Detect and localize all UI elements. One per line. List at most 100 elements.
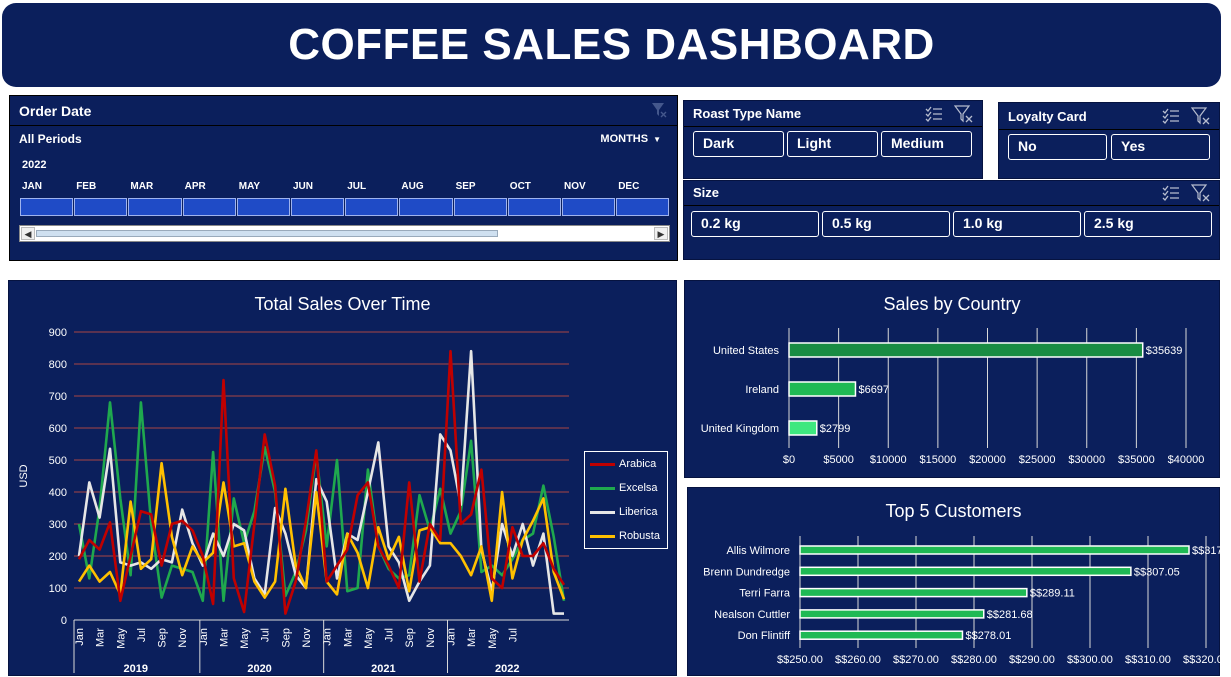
timeline-month-cell[interactable] [74, 198, 128, 216]
bar [799, 587, 1028, 598]
loyalty-slicer-title: Loyalty Card [1008, 109, 1087, 124]
y-tick-label: 800 [49, 359, 67, 371]
y-tick-label: 100 [49, 583, 67, 595]
timeline-month-cell[interactable] [182, 198, 236, 216]
bar [788, 381, 857, 397]
timeline-scrollbar[interactable]: ◀ ▶ [19, 225, 670, 242]
timeline-month-cell[interactable] [562, 198, 616, 216]
bar-value-label: $$278.01 [965, 630, 1011, 642]
clear-filter-icon[interactable] [651, 102, 667, 118]
x-tick-label: Mar [466, 628, 478, 647]
multi-select-icon[interactable] [1161, 107, 1181, 125]
category-label: Brenn Dundredge [703, 566, 790, 578]
multi-select-icon[interactable] [1161, 184, 1181, 202]
timeline-month-cell[interactable] [236, 198, 290, 216]
roast-item-medium[interactable]: Medium [881, 131, 972, 157]
legend-item: Excelsa [590, 482, 658, 494]
x-tick-label: $40000 [1168, 454, 1205, 466]
x-tick-label: $25000 [1019, 454, 1056, 466]
x-tick-label: $$260.00 [835, 654, 881, 666]
size-item-0-2kg[interactable]: 0.2 kg [691, 211, 819, 237]
bar [788, 420, 818, 436]
y-tick-label: 700 [49, 391, 67, 403]
x-tick-label: Jul [260, 628, 272, 642]
timeline-month-cell[interactable] [616, 198, 670, 216]
roast-type-slicer: Roast Type Name Dark Light Medium [683, 100, 983, 179]
timeline-month-label: JUN [293, 181, 314, 192]
x-tick-label: $$320.00 [1183, 654, 1221, 666]
y-tick-label: 200 [49, 551, 67, 563]
timeline-month-cell[interactable] [345, 198, 399, 216]
bar [799, 609, 985, 619]
clear-filter-icon[interactable] [954, 105, 974, 123]
x-tick-label: Nov [301, 628, 313, 648]
legend-label: Arabica [619, 458, 657, 470]
sales-over-time-chart: Total Sales Over Time 0 100 200 300 400 500 60… [8, 280, 677, 676]
y-axis-label: USD [18, 464, 30, 487]
legend-swatch [590, 462, 615, 466]
x-tick-label: $0 [783, 454, 795, 466]
x-tick-label: $5000 [823, 454, 854, 466]
scroll-left-icon[interactable]: ◀ [21, 227, 35, 240]
divider [999, 129, 1219, 130]
timeline-month-label: DEC [618, 181, 640, 192]
x-tick-label: Nov [177, 628, 189, 648]
x-tick-label: $$250.00 [777, 654, 823, 666]
x-tick-label: Jan [74, 628, 86, 646]
timeline-month-cell[interactable] [291, 198, 345, 216]
divider [684, 205, 1219, 206]
sales-by-country-chart: Sales by Country $0 $5000 $10000 $15000 $200… [684, 280, 1220, 478]
x-tick-label: $$270.00 [893, 654, 939, 666]
roast-item-light[interactable]: Light [787, 131, 878, 157]
timeline-month-label: AUG [401, 181, 424, 192]
x-tick-label: May [363, 628, 375, 649]
loyalty-item-yes[interactable]: Yes [1111, 134, 1210, 160]
x-tick-label: Sep [157, 628, 169, 648]
multi-select-icon[interactable] [924, 105, 944, 123]
y-tick-label: 500 [49, 455, 67, 467]
timeline-month-cell[interactable] [399, 198, 453, 216]
roast-item-dark[interactable]: Dark [693, 131, 784, 157]
category-label: Don Flintiff [738, 630, 791, 642]
size-item-1-0kg[interactable]: 1.0 kg [953, 211, 1081, 237]
timeline-month-label: OCT [509, 181, 531, 192]
timeline-month-label: APR [184, 181, 206, 192]
timeline-scroll-thumb[interactable] [36, 230, 498, 237]
bar [799, 545, 1190, 555]
bar-value-label: $$307.05 [1134, 566, 1180, 578]
size-slicer: Size 0.2 kg 0.5 kg 1.0 kg 2.5 kg [683, 180, 1220, 260]
divider [684, 126, 982, 127]
loyalty-item-no[interactable]: No [1008, 134, 1107, 160]
clear-filter-icon[interactable] [1191, 107, 1211, 125]
legend-swatch [590, 486, 615, 490]
size-item-2-5kg[interactable]: 2.5 kg [1084, 211, 1212, 237]
scroll-right-icon[interactable]: ▶ [654, 227, 668, 240]
size-item-0-5kg[interactable]: 0.5 kg [822, 211, 950, 237]
clear-filter-icon[interactable] [1191, 184, 1211, 202]
top-customers-chart: Top 5 Customers $$250.00 $$260.00 $$270.00… [687, 487, 1221, 676]
x-tick-label: $35000 [1118, 454, 1155, 466]
y-tick-label: 900 [49, 327, 67, 339]
bar [799, 566, 1132, 577]
x-tick-label: $30000 [1068, 454, 1105, 466]
loyalty-slicer-icons [1161, 107, 1211, 125]
timeline-level-dropdown[interactable]: MONTHS ▼ [600, 133, 661, 145]
legend-label: Excelsa [619, 482, 658, 494]
timeline-month-cell[interactable] [20, 198, 74, 216]
x-tick-label: $15000 [920, 454, 957, 466]
timeline-header: Order Date [10, 96, 677, 126]
timeline-month-cell[interactable] [507, 198, 561, 216]
timeline-periods-label: All Periods [19, 132, 82, 146]
dashboard-title-bar: COFFEE SALES DASHBOARD [2, 3, 1221, 87]
category-label: Nealson Cuttler [714, 609, 790, 621]
timeline-month-cell[interactable] [453, 198, 507, 216]
order-date-timeline[interactable]: Order Date All Periods MONTHS ▼ 2022 JAN F… [9, 95, 678, 261]
x-tick-label: $20000 [969, 454, 1006, 466]
x-tick-label: Jul [507, 628, 519, 642]
timeline-level-label: MONTHS [600, 133, 649, 145]
timeline-month-cell[interactable] [128, 198, 182, 216]
legend-item: Liberica [590, 506, 658, 518]
x-tick-label: Jan [198, 628, 210, 646]
sales-chart-title: Total Sales Over Time [254, 294, 431, 314]
country-bar-chart: $0 $5000 $10000 $15000 $20000 $25000 $30000 $35… [701, 328, 1205, 466]
